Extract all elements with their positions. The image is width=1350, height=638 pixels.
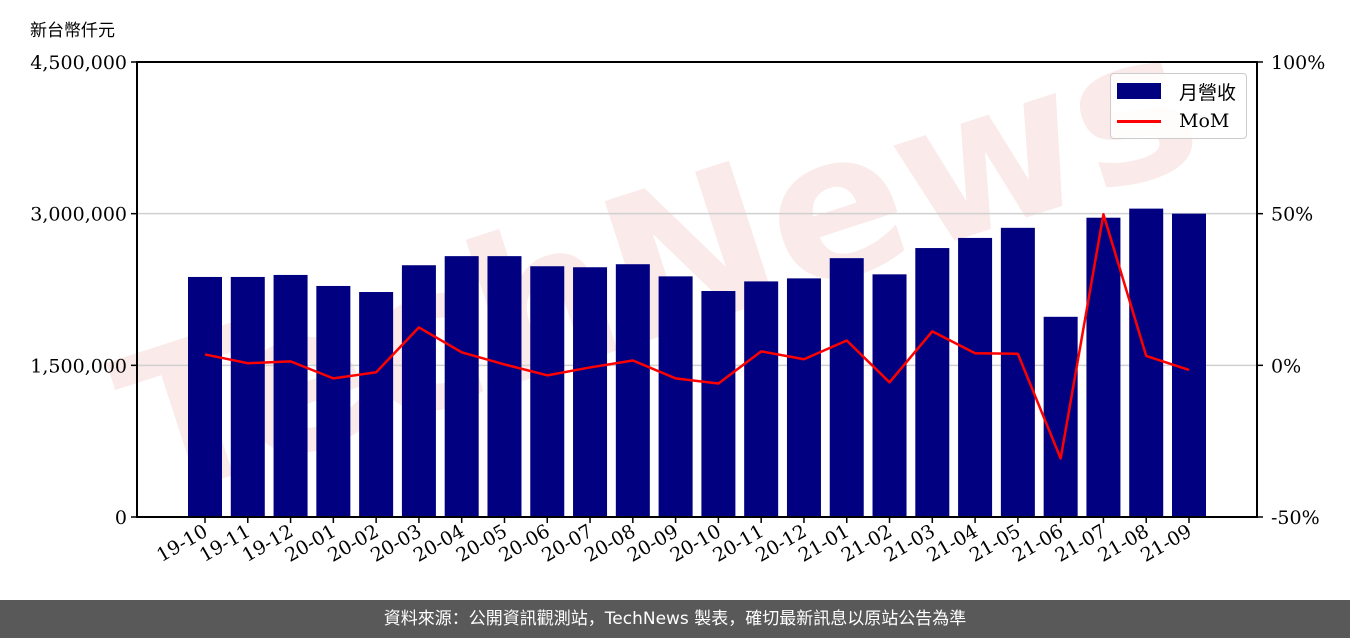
- bar-21-06: [1043, 316, 1078, 517]
- chart: TechNews01,500,0003,000,0004,500,000-50%…: [30, 0, 1325, 567]
- bar-20-12: [786, 278, 821, 517]
- left-axis-tick-label: 0: [115, 507, 127, 529]
- legend-item-mom: MoM: [1117, 110, 1229, 132]
- bar-20-02: [359, 292, 394, 517]
- bar-20-06: [530, 266, 565, 517]
- bar-20-09: [658, 276, 693, 517]
- bar-21-04: [958, 237, 993, 517]
- bar-20-08: [615, 264, 650, 517]
- bar-21-07: [1086, 217, 1121, 517]
- legend-swatch-line: [1117, 119, 1161, 123]
- bar-19-11: [230, 276, 265, 517]
- bar-20-11: [744, 281, 779, 517]
- x-axis-tick-label: 21-09: [1137, 520, 1195, 566]
- mom-line: [204, 213, 1190, 460]
- bar-20-04: [444, 256, 479, 517]
- legend-label: MoM: [1179, 110, 1230, 132]
- right-axis-tick-label: 0%: [1271, 355, 1301, 377]
- left-axis-unit-label: 新台幣仟元: [30, 21, 115, 41]
- bar-20-10: [701, 291, 736, 517]
- legend-label: 月營收: [1179, 81, 1237, 104]
- bar-20-03: [401, 265, 436, 517]
- bar-21-05: [1000, 227, 1035, 518]
- legend-item-revenue: 月營收: [1117, 80, 1237, 104]
- right-axis-tick-label: 50%: [1271, 204, 1313, 226]
- bar-21-01: [829, 258, 864, 517]
- bar-20-07: [573, 267, 608, 517]
- bar-19-12: [273, 274, 308, 517]
- left-axis-tick-label: 3,000,000: [30, 204, 127, 226]
- bar-20-05: [487, 256, 522, 517]
- left-axis-tick-label: 4,500,000: [30, 52, 127, 74]
- right-axis-tick-label: -50%: [1271, 507, 1320, 529]
- legend-swatch-bar: [1117, 83, 1161, 99]
- bar-19-10: [188, 276, 222, 517]
- bar-21-02: [872, 274, 907, 517]
- right-axis-tick-label: 100%: [1271, 52, 1325, 74]
- left-axis-tick-label: 1,500,000: [30, 355, 127, 377]
- bar-21-03: [915, 248, 950, 518]
- plot-frame: [136, 61, 1258, 518]
- bar-21-08: [1129, 208, 1164, 517]
- bar-20-01: [316, 285, 351, 517]
- legend: 月營收 MoM: [1110, 73, 1247, 139]
- source-footer: 資料來源：公開資訊觀測站，TechNews 製表，確切最新訊息以原站公告為準: [0, 600, 1350, 638]
